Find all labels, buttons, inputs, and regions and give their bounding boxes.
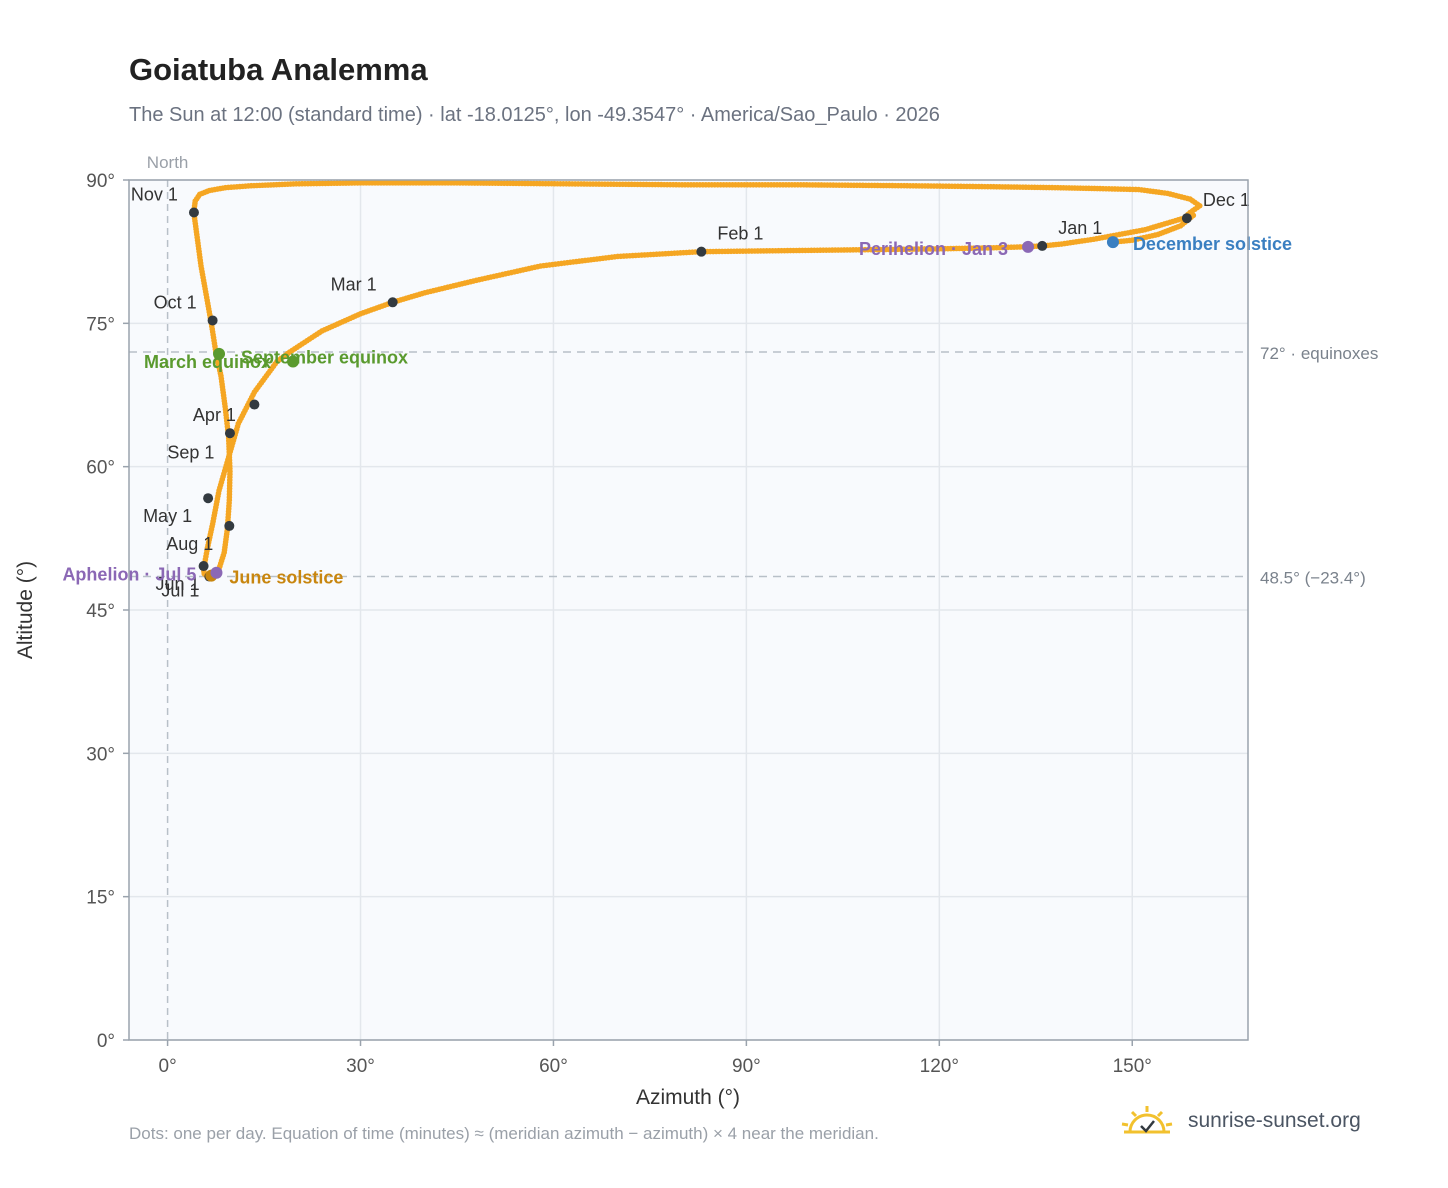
month-marker bbox=[188, 207, 199, 218]
month-label: Sep 1 bbox=[167, 443, 214, 463]
month-label: Jan 1 bbox=[1058, 218, 1102, 238]
event-label: Perihelion · Jan 3 bbox=[859, 239, 1008, 259]
reference-line-label: 72° · equinoxes bbox=[1260, 344, 1378, 363]
y-tick-label: 60° bbox=[86, 458, 115, 479]
month-label: Dec 1 bbox=[1203, 190, 1250, 210]
month-marker bbox=[224, 520, 235, 531]
y-axis-ticks: 0° 15° 30° 45° 60° 75° 90° bbox=[86, 171, 129, 1052]
x-tick-label: 60° bbox=[539, 1056, 568, 1077]
chart-title: Goiatuba Analemma bbox=[129, 52, 428, 87]
event-marker bbox=[213, 347, 226, 360]
y-tick-label: 75° bbox=[86, 314, 115, 335]
event-marker bbox=[1022, 240, 1035, 253]
x-tick-label: 0° bbox=[159, 1056, 177, 1077]
y-tick-label: 30° bbox=[86, 744, 115, 765]
month-marker bbox=[1181, 213, 1192, 224]
event-label: June solstice bbox=[229, 568, 343, 588]
x-tick-label: 150° bbox=[1113, 1056, 1152, 1077]
event-marker bbox=[1106, 236, 1119, 249]
month-label: Aug 1 bbox=[166, 534, 213, 554]
month-marker bbox=[203, 493, 214, 504]
month-label: Nov 1 bbox=[131, 184, 178, 204]
month-label: Jul 1 bbox=[161, 581, 199, 601]
month-marker bbox=[696, 246, 707, 257]
event-label: December solstice bbox=[1133, 234, 1292, 254]
y-tick-label: 0° bbox=[97, 1031, 115, 1052]
x-tick-label: 90° bbox=[732, 1056, 761, 1077]
event-marker bbox=[210, 566, 223, 579]
x-tick-label: 30° bbox=[346, 1056, 375, 1077]
reference-lines: 72° · equinoxes 48.5° (−23.4°) bbox=[129, 344, 1378, 588]
month-label: Feb 1 bbox=[717, 224, 763, 244]
month-marker bbox=[224, 428, 235, 439]
month-marker bbox=[198, 561, 209, 572]
sun-logo-icon bbox=[1121, 1106, 1173, 1134]
month-label: May 1 bbox=[143, 506, 192, 526]
x-tick-label: 120° bbox=[920, 1056, 959, 1077]
month-label: Mar 1 bbox=[331, 274, 377, 294]
x-axis-ticks: 0° 30° 60° 90° 120° 150° bbox=[159, 1040, 1152, 1077]
chart-subtitle: The Sun at 12:00 (standard time) · lat -… bbox=[129, 104, 940, 126]
north-label: North bbox=[147, 153, 189, 172]
event-label: March equinox bbox=[144, 352, 271, 372]
event-label: September equinox bbox=[241, 348, 408, 368]
month-marker bbox=[249, 399, 260, 410]
brand[interactable]: sunrise-sunset.org bbox=[1120, 1104, 1361, 1138]
month-marker bbox=[1037, 240, 1048, 251]
event-marker bbox=[286, 355, 299, 368]
x-axis-label: Azimuth (°) bbox=[636, 1086, 740, 1109]
north-reference: North bbox=[147, 153, 189, 1040]
month-label: Jun 1 bbox=[156, 574, 200, 594]
y-tick-label: 15° bbox=[86, 888, 115, 909]
y-tick-label: 90° bbox=[86, 171, 115, 192]
brand-text: sunrise-sunset.org bbox=[1188, 1109, 1361, 1132]
reference-line-label: 48.5° (−23.4°) bbox=[1260, 569, 1366, 588]
month-label: Oct 1 bbox=[154, 292, 197, 312]
footnote: Dots: one per day. Equation of time (min… bbox=[129, 1124, 879, 1143]
month-label: Apr 1 bbox=[193, 405, 236, 425]
month-marker bbox=[207, 315, 218, 326]
month-marker bbox=[387, 297, 398, 308]
y-tick-label: 45° bbox=[86, 601, 115, 622]
y-axis-label: Altitude (°) bbox=[14, 561, 37, 659]
